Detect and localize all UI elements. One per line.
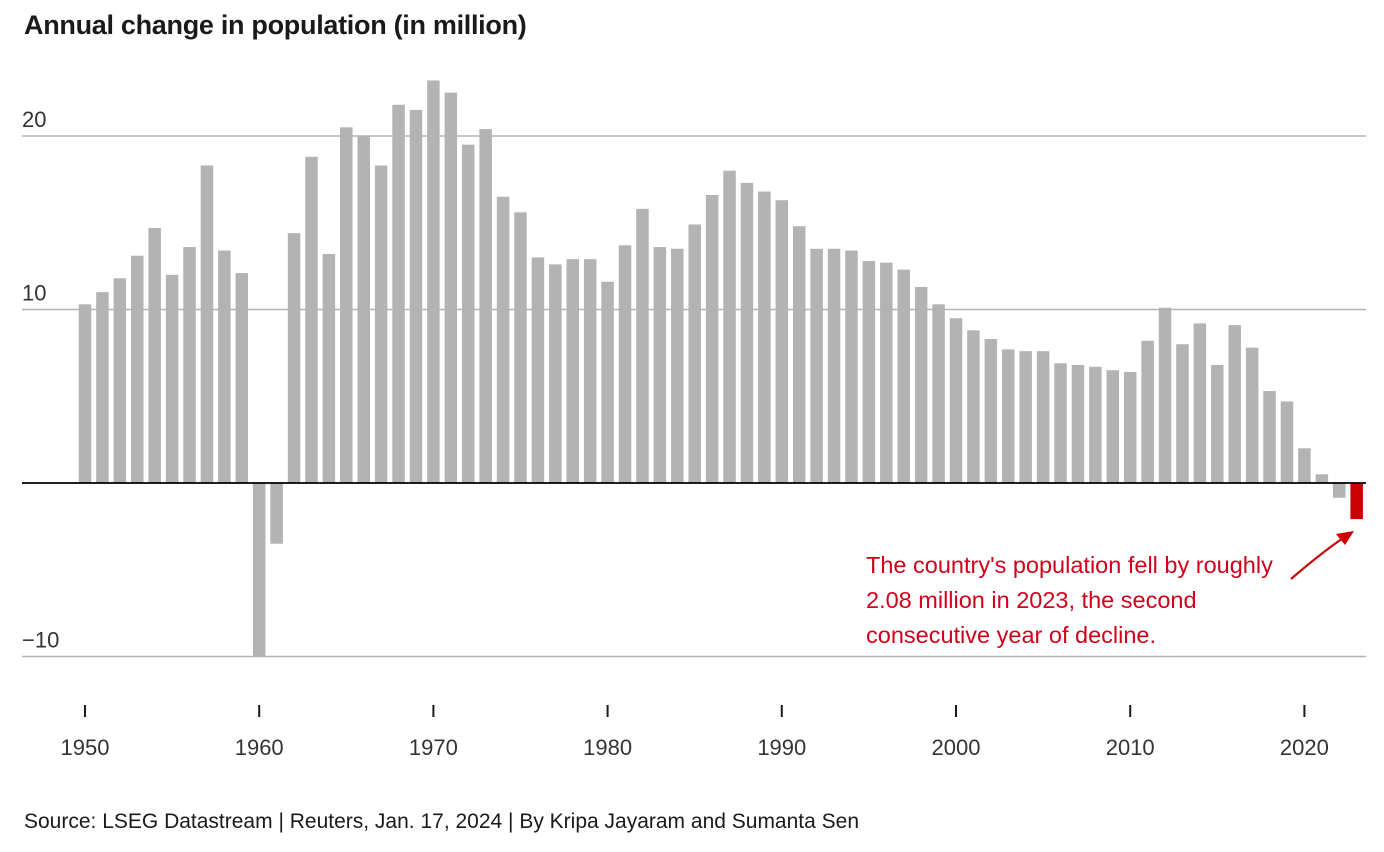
x-tick-label: 1960 bbox=[235, 735, 284, 760]
x-tick-label: 1980 bbox=[583, 735, 632, 760]
bar-2012 bbox=[1158, 307, 1172, 483]
bar-2022 bbox=[1332, 483, 1346, 498]
bar-1975 bbox=[514, 212, 527, 483]
bar-1974 bbox=[496, 196, 510, 483]
annotation-arrow-head bbox=[1336, 531, 1354, 545]
bar-1989 bbox=[758, 191, 771, 483]
bar-2019 bbox=[1280, 401, 1294, 483]
bar-2016 bbox=[1228, 325, 1241, 484]
bar-2004 bbox=[1019, 351, 1032, 483]
bar-1993 bbox=[827, 248, 841, 483]
x-tick-label: 2010 bbox=[1106, 735, 1155, 760]
bar-1956 bbox=[183, 247, 196, 483]
x-tick-label: 1990 bbox=[757, 735, 806, 760]
bar-1969 bbox=[409, 109, 423, 483]
x-tick-label: 2000 bbox=[932, 735, 981, 760]
bar-1986 bbox=[705, 194, 719, 484]
bar-1950 bbox=[78, 304, 92, 483]
bar-1972 bbox=[461, 144, 475, 484]
bar-1984 bbox=[671, 248, 684, 483]
annotation-arrow bbox=[1290, 531, 1354, 580]
bar-1998 bbox=[914, 286, 928, 483]
bar-2013 bbox=[1176, 344, 1189, 483]
x-tick-label: 2020 bbox=[1280, 735, 1329, 760]
bar-2000 bbox=[949, 318, 963, 483]
bar-1997 bbox=[897, 269, 910, 483]
bar-2015 bbox=[1211, 365, 1224, 483]
bar-1959 bbox=[235, 273, 249, 483]
bar-1963 bbox=[305, 156, 318, 483]
bar-1960 bbox=[252, 483, 266, 657]
source-note: Source: LSEG Datastream | Reuters, Jan. … bbox=[24, 810, 860, 833]
bar-2007 bbox=[1071, 365, 1085, 483]
bar-2002 bbox=[984, 339, 998, 484]
bar-1953 bbox=[131, 255, 144, 483]
bar-1980 bbox=[601, 281, 614, 483]
y-tick-label: 20 bbox=[22, 107, 46, 132]
bar-1952 bbox=[113, 278, 127, 483]
y-tick-label: 10 bbox=[22, 281, 46, 306]
annotation-text: The country's population fell by roughly… bbox=[866, 552, 1273, 648]
bar-2001 bbox=[967, 330, 980, 483]
bar-1966 bbox=[357, 136, 370, 483]
bar-1955 bbox=[165, 274, 179, 483]
bar-1978 bbox=[566, 259, 580, 483]
x-tick-label: 1950 bbox=[61, 735, 110, 760]
bar-2008 bbox=[1089, 366, 1102, 483]
bar-1962 bbox=[287, 233, 301, 483]
bar-1973 bbox=[479, 129, 492, 483]
bar-1957 bbox=[200, 165, 214, 484]
x-tick-label: 1970 bbox=[409, 735, 458, 760]
bar-2010 bbox=[1123, 371, 1137, 483]
bar-1992 bbox=[810, 248, 823, 483]
bar-1995 bbox=[862, 260, 876, 483]
bar-1954 bbox=[148, 227, 161, 483]
bar-1988 bbox=[740, 182, 754, 483]
bar-1967 bbox=[374, 165, 388, 484]
bar-1968 bbox=[392, 104, 405, 484]
bar-1965 bbox=[340, 127, 353, 483]
bars bbox=[78, 80, 1363, 657]
bar-1983 bbox=[653, 247, 667, 483]
bar-1990 bbox=[775, 200, 789, 483]
bar-2011 bbox=[1141, 340, 1154, 483]
bar-1991 bbox=[792, 226, 806, 483]
chart-title: Annual change in population (in million) bbox=[24, 10, 527, 40]
bar-1985 bbox=[688, 224, 701, 484]
bar-1994 bbox=[845, 250, 858, 483]
x-axis bbox=[22, 482, 1366, 717]
bar-1999 bbox=[932, 304, 945, 483]
bar-1971 bbox=[444, 92, 458, 484]
bar-1982 bbox=[636, 208, 649, 483]
bar-2005 bbox=[1036, 351, 1050, 483]
bar-1987 bbox=[723, 170, 736, 483]
bar-1964 bbox=[322, 253, 336, 483]
bar-1981 bbox=[618, 245, 632, 483]
bar-2021 bbox=[1315, 474, 1329, 483]
bar-2009 bbox=[1106, 370, 1120, 484]
y-tick-label: −10 bbox=[22, 628, 59, 653]
bar-2017 bbox=[1245, 347, 1259, 483]
bar-1961 bbox=[270, 483, 283, 544]
bar-2020 bbox=[1298, 448, 1311, 483]
bar-1951 bbox=[96, 292, 109, 483]
bar-2006 bbox=[1054, 363, 1067, 483]
bar-1976 bbox=[531, 257, 545, 483]
bar-2014 bbox=[1193, 323, 1207, 483]
bar-2018 bbox=[1263, 391, 1276, 483]
bar-1977 bbox=[549, 264, 562, 483]
bar-1970 bbox=[427, 80, 440, 483]
bar-2023 bbox=[1350, 483, 1363, 520]
bar-1958 bbox=[218, 250, 231, 483]
tick-labels: −10 10 20 1950 1960 1970 1980 1990 2000 2010 2020 bbox=[22, 107, 1329, 760]
bar-2003 bbox=[1002, 349, 1015, 483]
bar-1996 bbox=[880, 262, 893, 483]
bar-1979 bbox=[583, 259, 597, 483]
